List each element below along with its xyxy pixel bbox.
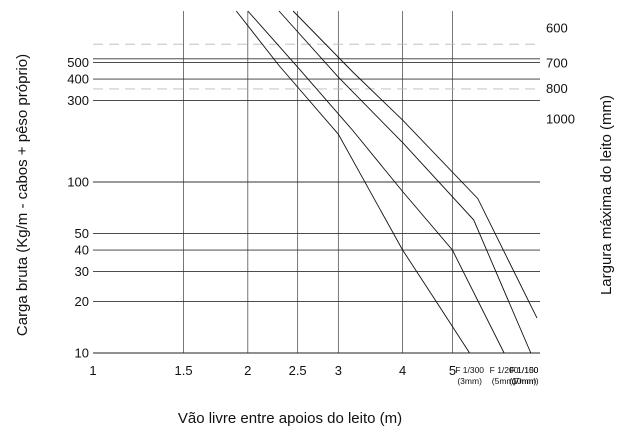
y-tick-label: 500 xyxy=(67,55,89,70)
series-curve xyxy=(235,10,470,354)
y-tick-label: 30 xyxy=(75,264,89,279)
y-tick-labels: 10 20 30 40 50 100 300 400 500 xyxy=(67,55,89,361)
x-tick-labels: 1 1.5 2 2.5 3 4 5 xyxy=(89,363,456,378)
right-label: 800 xyxy=(546,81,568,96)
x-tick-label: 2.5 xyxy=(289,363,307,378)
x-tick-label: 2 xyxy=(244,363,251,378)
series-label: F 1/200 xyxy=(490,365,519,375)
series-curve xyxy=(292,10,538,319)
series-curve xyxy=(247,10,505,354)
y-tick-label: 10 xyxy=(75,346,89,361)
curves xyxy=(235,10,538,354)
y-tick-label: 50 xyxy=(75,226,89,241)
series-label: F 1/150 xyxy=(510,365,539,375)
x-tick-label: 1.5 xyxy=(175,363,193,378)
series-sublabel: (5mm) xyxy=(492,376,517,386)
y-tick-label: 100 xyxy=(67,175,89,190)
y-tick-label: 400 xyxy=(67,72,89,87)
series-curve xyxy=(278,10,532,354)
series-sublabel: (3mm) xyxy=(457,376,482,386)
x-tick-label: 1 xyxy=(89,363,96,378)
y2-axis-title: Largura máxima do leito (mm) xyxy=(598,95,615,295)
right-labels: 600 700 800 1000 xyxy=(546,21,575,127)
x-tick-label: 5 xyxy=(449,363,456,378)
right-label: 700 xyxy=(546,55,568,70)
series-sublabel: (7mm) xyxy=(512,376,537,386)
y-tick-label: 20 xyxy=(75,294,89,309)
reference-lines xyxy=(93,43,540,90)
x-tick-label: 3 xyxy=(335,363,342,378)
y-tick-label: 40 xyxy=(75,243,89,258)
x-tick-label: 4 xyxy=(399,363,406,378)
series-label: F 1/100 xyxy=(510,365,539,375)
right-label: 1000 xyxy=(546,112,575,127)
y-tick-label: 300 xyxy=(67,93,89,108)
y-axis-title: Carga bruta (Kg/m - cabos + pêso próprio… xyxy=(14,54,31,336)
series-label: F 1/300 xyxy=(455,365,484,375)
series-sublabel: (10mm) xyxy=(509,376,538,386)
right-label: 600 xyxy=(546,21,568,36)
grid xyxy=(93,11,540,354)
series-labels: F 1/300(3mm) F 1/200(5mm)F 1/150(7mm)F 1/… xyxy=(455,365,539,386)
x-axis-title: Vão livre entre apoios do leito (m) xyxy=(178,410,402,427)
